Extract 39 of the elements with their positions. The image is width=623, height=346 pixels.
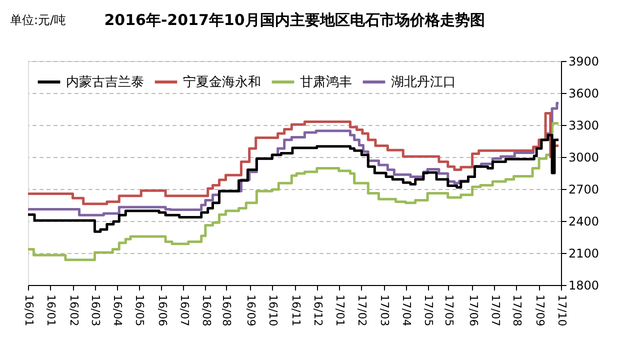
x-tick-label: 16/05 <box>133 294 146 326</box>
x-tick-label: 17/10 <box>556 294 568 326</box>
x-tick-label: 16/02 <box>67 294 80 326</box>
x-tick-label: 17/02 <box>355 294 368 326</box>
x-tick-label: 16/10 <box>266 294 280 326</box>
x-tick-label: 16/07 <box>178 294 191 326</box>
y-tick-label: 1800 <box>568 278 600 292</box>
y-tick-label: 2100 <box>568 246 600 260</box>
x-tick-label: 17/08 <box>510 294 524 326</box>
y-tick-label: 3900 <box>568 54 600 68</box>
legend-label: 甘肃鸿丰 <box>300 75 352 90</box>
x-tick-label: 16/12 <box>311 294 324 326</box>
x-tick-label: 16/01 <box>22 294 36 326</box>
x-tick-label: 16/01 <box>44 294 58 326</box>
y-tick-label: 3600 <box>568 86 600 100</box>
y-tick-label: 2400 <box>568 214 600 228</box>
x-tick-label: 17/06 <box>466 294 480 326</box>
x-tick-label: 16/06 <box>156 294 169 326</box>
legend-label: 宁夏金海永和 <box>183 74 261 90</box>
x-tick-label: 16/04 <box>111 294 124 326</box>
chart-title: 2016年-2017年10月国内主要地区电石市场价格走势图 <box>104 11 485 29</box>
x-tick-label: 16/03 <box>89 294 102 326</box>
legend-label: 内蒙古吉兰泰 <box>66 75 144 90</box>
x-tick-label: 17/04 <box>400 294 414 326</box>
x-tick-label: 17/05 <box>442 294 456 326</box>
x-tick-label: 17/01 <box>333 294 346 326</box>
text: 单位:元/吨 <box>10 13 66 27</box>
x-tick-label: 16/09 <box>244 294 258 326</box>
x-tick-label: 16/08 <box>200 294 213 326</box>
y-tick-label: 3300 <box>568 118 600 132</box>
y-tick-label: 2700 <box>568 182 600 196</box>
x-tick-label: 16/08 <box>220 294 234 326</box>
x-tick-label: 17/07 <box>488 294 502 326</box>
legend-label: 湖北丹江口 <box>391 75 456 90</box>
x-tick-label: 17/09 <box>534 294 547 326</box>
x-tick-label: 16/11 <box>289 294 302 326</box>
y-tick-label: 3000 <box>568 150 600 164</box>
x-tick-label: 17/05 <box>422 294 436 326</box>
x-tick-label: 17/03 <box>378 294 392 326</box>
